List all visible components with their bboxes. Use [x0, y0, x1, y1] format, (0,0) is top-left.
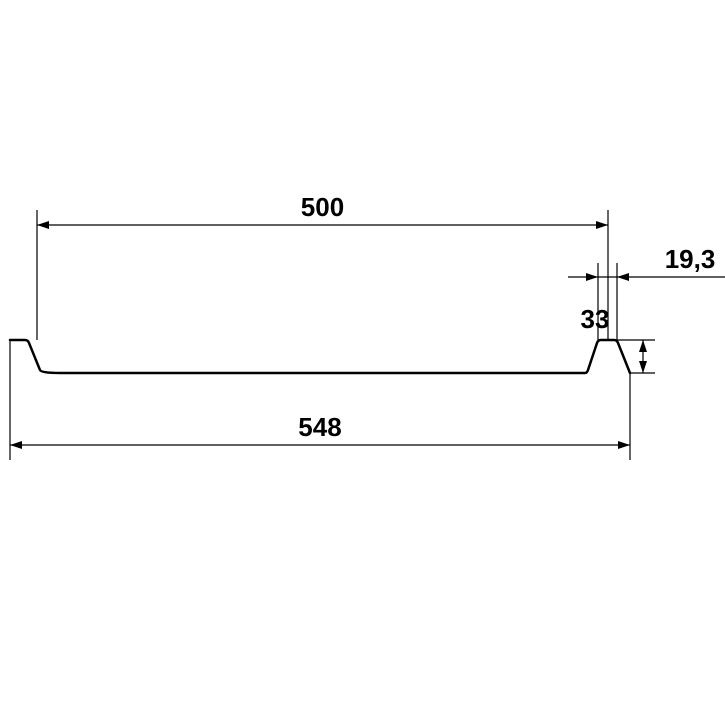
label-rib-height: 33 — [581, 304, 610, 334]
arrowhead — [617, 273, 629, 281]
diagram-canvas: 500 548 33 19,3 — [0, 0, 725, 725]
label-rib-top-width: 19,3 — [665, 244, 716, 274]
arrowhead — [596, 221, 608, 229]
arrowhead — [10, 441, 22, 449]
arrowhead — [586, 273, 598, 281]
arrowhead — [37, 221, 49, 229]
label-top-width: 500 — [301, 192, 344, 222]
arrowhead — [639, 361, 647, 373]
profile-outline — [10, 340, 630, 373]
label-total-width: 548 — [298, 412, 341, 442]
arrowhead — [618, 441, 630, 449]
arrowhead — [639, 340, 647, 352]
profile-diagram-svg: 500 548 33 19,3 — [0, 0, 725, 725]
